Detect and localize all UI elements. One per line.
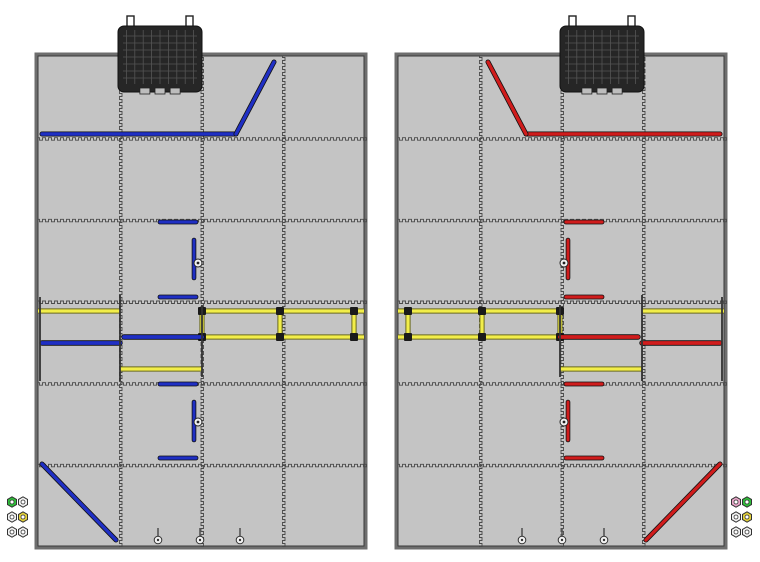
- floor-pin-icon: [557, 528, 567, 545]
- basket-tab: [139, 87, 151, 95]
- floor-pin-icon: [195, 528, 205, 545]
- target-center: [196, 261, 200, 265]
- hex-hole: [20, 529, 26, 535]
- basket-tab: [154, 87, 166, 95]
- floor-pin-icon: [235, 528, 245, 545]
- tile-seam-horizontal: [38, 137, 367, 141]
- hex-marker-icon: [18, 496, 28, 508]
- hex-marker-icon: [7, 496, 17, 508]
- hex-hole: [744, 514, 750, 520]
- basket-hook: [185, 15, 194, 28]
- target-center: [562, 420, 566, 424]
- hex-marker-icon: [18, 511, 28, 523]
- hex-marker-icon: [742, 526, 752, 538]
- basket-icon: [559, 15, 645, 95]
- hex-hole: [9, 529, 15, 535]
- wall-target-icon: [559, 258, 569, 268]
- hex-marker-icon: [742, 496, 752, 508]
- pin-center: [156, 538, 160, 542]
- basket-hook: [568, 15, 577, 28]
- target-center: [196, 420, 200, 424]
- rail-bracket: [404, 307, 412, 315]
- rail-bracket: [404, 333, 412, 341]
- basket-tab: [169, 87, 181, 95]
- hex-marker-icon: [18, 526, 28, 538]
- rail-bracket: [350, 307, 358, 315]
- target-center: [562, 261, 566, 265]
- team-tape-corner: [644, 462, 722, 542]
- tile-seam-horizontal: [38, 463, 367, 468]
- basket-hook: [126, 15, 135, 28]
- hex-hole: [744, 499, 750, 505]
- pin-center: [520, 538, 524, 542]
- tile-seam-horizontal: [398, 218, 727, 223]
- wall-target-icon: [193, 417, 203, 427]
- floor-pin-icon: [599, 528, 609, 545]
- tile-seam-horizontal: [38, 218, 367, 223]
- wall-target-icon: [559, 417, 569, 427]
- hex-hole: [9, 514, 15, 520]
- pin-center: [560, 538, 564, 542]
- floor-pin-icon: [153, 528, 163, 545]
- wall-target-icon: [193, 258, 203, 268]
- hex-marker-icon: [742, 511, 752, 523]
- hex-hole: [733, 529, 739, 535]
- rail-bracket: [478, 333, 486, 341]
- rail-bracket: [276, 307, 284, 315]
- hex-marker-icon: [731, 496, 741, 508]
- rail-bracket: [350, 333, 358, 341]
- hex-marker-icon: [7, 511, 17, 523]
- tile-seam-vertical: [560, 56, 564, 547]
- tile-seam-vertical: [200, 56, 204, 547]
- tile-seam-horizontal: [398, 463, 727, 468]
- hex-hole: [733, 499, 739, 505]
- tile-seam-horizontal: [398, 382, 727, 386]
- tile-seam-horizontal: [398, 137, 727, 141]
- rail-bracket: [478, 307, 486, 315]
- tile-seam-horizontal: [38, 382, 367, 386]
- basket-icon: [117, 15, 203, 95]
- pin-center: [238, 538, 242, 542]
- team-tape-angle: [234, 60, 276, 136]
- basket-hook: [627, 15, 636, 28]
- hex-marker-icon: [731, 511, 741, 523]
- tile-seam-vertical: [479, 56, 483, 547]
- rail-bracket: [276, 333, 284, 341]
- left-field: [7, 15, 368, 550]
- tile-seam-horizontal: [38, 300, 367, 304]
- basket-tab: [611, 87, 623, 95]
- basket-tab: [596, 87, 608, 95]
- hex-hole: [733, 514, 739, 520]
- team-tape-angle: [486, 60, 528, 136]
- pin-center: [602, 538, 606, 542]
- hex-hole: [20, 514, 26, 520]
- hex-hole: [9, 499, 15, 505]
- hex-marker-icon: [731, 526, 741, 538]
- pin-center: [198, 538, 202, 542]
- basket-tab: [581, 87, 593, 95]
- hex-hole: [744, 529, 750, 535]
- tile-seam-horizontal: [398, 300, 727, 304]
- floor-pin-icon: [517, 528, 527, 545]
- hex-marker-icon: [7, 526, 17, 538]
- team-tape-corner: [40, 462, 118, 542]
- hex-hole: [20, 499, 26, 505]
- right-field: [394, 15, 752, 550]
